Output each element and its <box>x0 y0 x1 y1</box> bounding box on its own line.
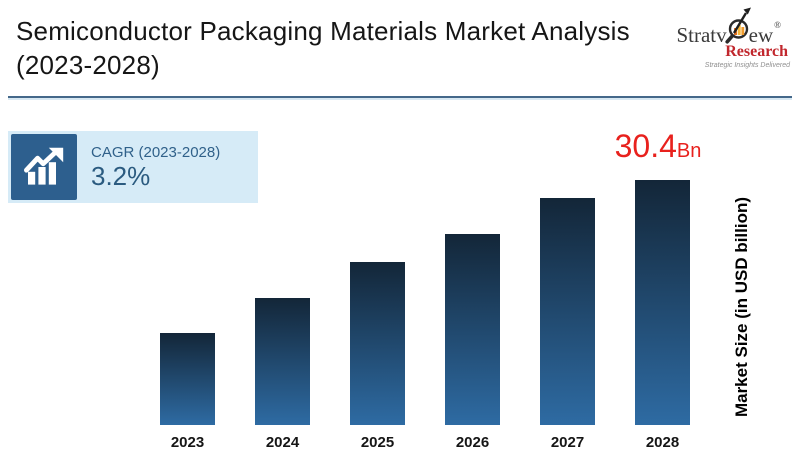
cagr-badge-text: CAGR (2023-2028) 3.2% <box>91 143 220 191</box>
page-title-line2: (2023-2028) <box>16 50 160 80</box>
data-label-2028-unit: Bn <box>676 140 702 162</box>
x-axis-label-2025: 2025 <box>360 434 395 451</box>
x-axis-label-2027: 2027 <box>550 434 585 451</box>
bar-2027 <box>540 198 595 425</box>
logo-wordmark-suffix: ew <box>748 23 774 47</box>
bar-2026 <box>445 234 500 425</box>
bar-2024 <box>255 298 310 425</box>
stratview-research-logo: Stratv ew ® Research Strategic Insights … <box>666 4 792 69</box>
x-axis-label-2023: 2023 <box>170 434 205 451</box>
x-axis-label-2024: 2024 <box>265 434 300 451</box>
bar-2028 <box>635 180 690 425</box>
bar-2025 <box>350 262 405 425</box>
logo-research-text: Research <box>725 43 788 60</box>
logo-wordmark: Stratv ew ® <box>666 4 792 46</box>
logo-tagline: Strategic Insights Delivered <box>704 62 790 69</box>
growth-chart-icon <box>11 134 77 200</box>
cagr-badge: CAGR (2023-2028) 3.2% <box>8 131 258 203</box>
registered-trademark-symbol: ® <box>774 20 781 30</box>
x-axis-label-2028: 2028 <box>645 434 680 451</box>
x-axis-label-2026: 2026 <box>455 434 490 451</box>
magnifier-growth-icon <box>725 6 751 48</box>
header-divider-line <box>8 96 792 98</box>
cagr-label: CAGR (2023-2028) <box>91 144 221 161</box>
data-label-2028-value: 30.4 <box>614 128 677 164</box>
y-axis-label: Market Size (in USD billion) <box>732 196 751 418</box>
bar-2023 <box>160 333 215 425</box>
page-title-line1: Semiconductor Packaging Materials Market… <box>16 16 630 46</box>
data-label-2028: 30.4Bn <box>602 129 714 163</box>
logo-wordmark-prefix: Stratv <box>676 23 727 47</box>
cagr-value: 3.2% <box>91 161 151 191</box>
page-title: Semiconductor Packaging Materials Market… <box>16 14 656 82</box>
